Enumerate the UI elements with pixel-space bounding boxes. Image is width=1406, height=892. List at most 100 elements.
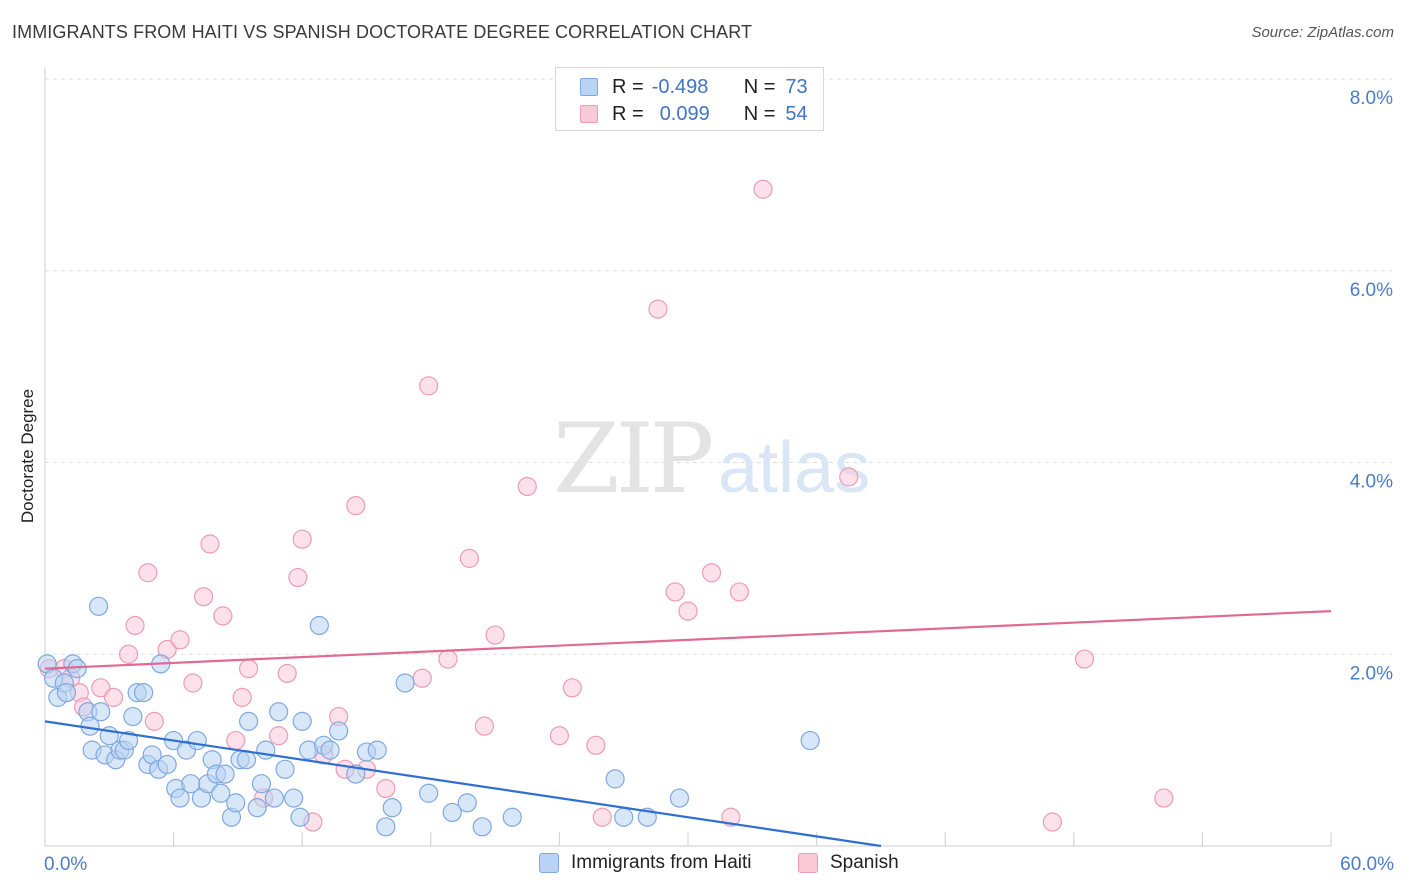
spanish-point bbox=[138, 563, 158, 583]
spanish-point bbox=[1074, 649, 1095, 669]
legend-swatch-spanish bbox=[580, 105, 598, 123]
haiti-point bbox=[800, 730, 820, 751]
spanish-point bbox=[226, 730, 246, 751]
legend-row-haiti: R = -0.498 N = 73 bbox=[580, 74, 808, 100]
spanish-point bbox=[1154, 788, 1174, 808]
series-legend: Immigrants from Haiti Spanish bbox=[0, 852, 1406, 878]
legend-r-label: R = bbox=[612, 75, 644, 98]
chart-title: IMMIGRANTS FROM HAITI VS SPANISH DOCTORA… bbox=[12, 22, 753, 42]
legend-r-label: R = bbox=[612, 102, 644, 125]
spanish-point bbox=[91, 678, 111, 698]
correlation-legend: R = -0.498 N = 73 R = 0.099 N = 54 bbox=[555, 67, 824, 131]
spanish-point bbox=[200, 534, 220, 554]
haiti-point bbox=[614, 807, 634, 827]
series-swatch-spanish bbox=[798, 853, 818, 873]
y-axis-label: Doctorate Degree bbox=[18, 389, 37, 523]
haiti-point bbox=[502, 807, 522, 827]
spanish-point bbox=[292, 529, 312, 549]
haiti-points bbox=[37, 596, 820, 837]
haiti-point bbox=[88, 596, 109, 616]
haiti-point bbox=[442, 802, 462, 823]
haiti-point bbox=[251, 774, 272, 794]
spanish-point bbox=[562, 678, 582, 698]
spanish-point bbox=[346, 496, 366, 516]
x-axis-ticks bbox=[173, 832, 1332, 846]
spanish-point bbox=[678, 601, 698, 621]
spanish-point bbox=[701, 563, 722, 583]
x-tick-label-max: 60.0% bbox=[1340, 854, 1394, 875]
spanish-point bbox=[277, 663, 297, 684]
legend-r-value-spanish: 0.099 bbox=[659, 102, 710, 125]
spanish-point bbox=[1042, 812, 1062, 832]
y-tick-label: 8.0% bbox=[1350, 88, 1393, 109]
legend-row-spanish: R = 0.099 N = 54 bbox=[580, 101, 808, 127]
haiti-point bbox=[605, 769, 625, 789]
watermark-zip: ZIP bbox=[553, 403, 712, 515]
haiti-point bbox=[419, 783, 439, 803]
y-tick-label: 6.0% bbox=[1350, 280, 1393, 301]
spanish-point bbox=[459, 548, 479, 568]
series-legend-haiti: Immigrants from Haiti bbox=[539, 852, 752, 874]
haiti-point bbox=[187, 730, 207, 751]
spanish-point bbox=[269, 726, 289, 746]
spanish-point bbox=[485, 625, 505, 645]
haiti-point bbox=[346, 764, 366, 784]
spanish-point bbox=[376, 778, 396, 799]
series-legend-spanish-label: Spanish bbox=[830, 852, 899, 873]
spanish-trend-line bbox=[44, 610, 1332, 670]
spanish-point bbox=[170, 630, 190, 650]
series-swatch-haiti bbox=[539, 853, 559, 873]
spanish-point bbox=[288, 567, 308, 588]
spanish-point bbox=[665, 582, 685, 602]
haiti-point bbox=[457, 793, 477, 813]
haiti-point bbox=[472, 817, 492, 837]
spanish-point bbox=[753, 179, 773, 199]
spanish-point bbox=[549, 726, 570, 746]
y-tick-label: 2.0% bbox=[1350, 663, 1393, 684]
series-legend-spanish: Spanish bbox=[798, 852, 899, 874]
legend-n-label: N = bbox=[743, 75, 776, 98]
haiti-point bbox=[309, 615, 329, 636]
haiti-point bbox=[56, 682, 77, 703]
haiti-point bbox=[669, 788, 690, 808]
legend-n-value-haiti: 73 bbox=[785, 75, 808, 98]
haiti-point bbox=[256, 740, 276, 760]
watermark-atlas: atlas bbox=[718, 428, 870, 508]
haiti-point bbox=[382, 798, 402, 818]
haiti-point bbox=[284, 788, 304, 808]
haiti-point bbox=[247, 798, 267, 818]
source-credit: Source: ZipAtlas.com bbox=[1251, 24, 1394, 41]
spanish-point bbox=[839, 467, 859, 487]
haiti-point bbox=[329, 721, 349, 741]
y-tick-labels: 2.0% 4.0% 6.0% 8.0% bbox=[1350, 88, 1393, 684]
haiti-point bbox=[275, 759, 295, 779]
legend-n-value-spanish: 54 bbox=[785, 102, 808, 125]
haiti-point bbox=[264, 788, 284, 808]
haiti-trend-line bbox=[44, 720, 882, 848]
spanish-point bbox=[412, 668, 432, 688]
haiti-point bbox=[91, 702, 111, 722]
legend-swatch-haiti bbox=[580, 78, 598, 96]
spanish-point bbox=[438, 649, 458, 669]
x-tick-label-min: 0.0% bbox=[44, 854, 87, 875]
haiti-point bbox=[215, 764, 235, 784]
spanish-point bbox=[419, 376, 439, 396]
haiti-point bbox=[269, 702, 289, 722]
haiti-point bbox=[67, 659, 87, 679]
spanish-point bbox=[103, 687, 124, 707]
spanish-point bbox=[239, 659, 259, 679]
haiti-point bbox=[118, 730, 139, 751]
spanish-point bbox=[194, 587, 214, 607]
haiti-point bbox=[170, 788, 190, 808]
haiti-point bbox=[395, 673, 415, 693]
haiti-point bbox=[367, 740, 387, 760]
gridlines bbox=[45, 78, 1392, 655]
haiti-point bbox=[320, 740, 340, 760]
haiti-point bbox=[211, 783, 231, 803]
haiti-point bbox=[290, 807, 310, 827]
spanish-point bbox=[144, 711, 164, 731]
haiti-point bbox=[226, 793, 246, 813]
spanish-point bbox=[517, 476, 537, 497]
spanish-point bbox=[592, 807, 612, 827]
